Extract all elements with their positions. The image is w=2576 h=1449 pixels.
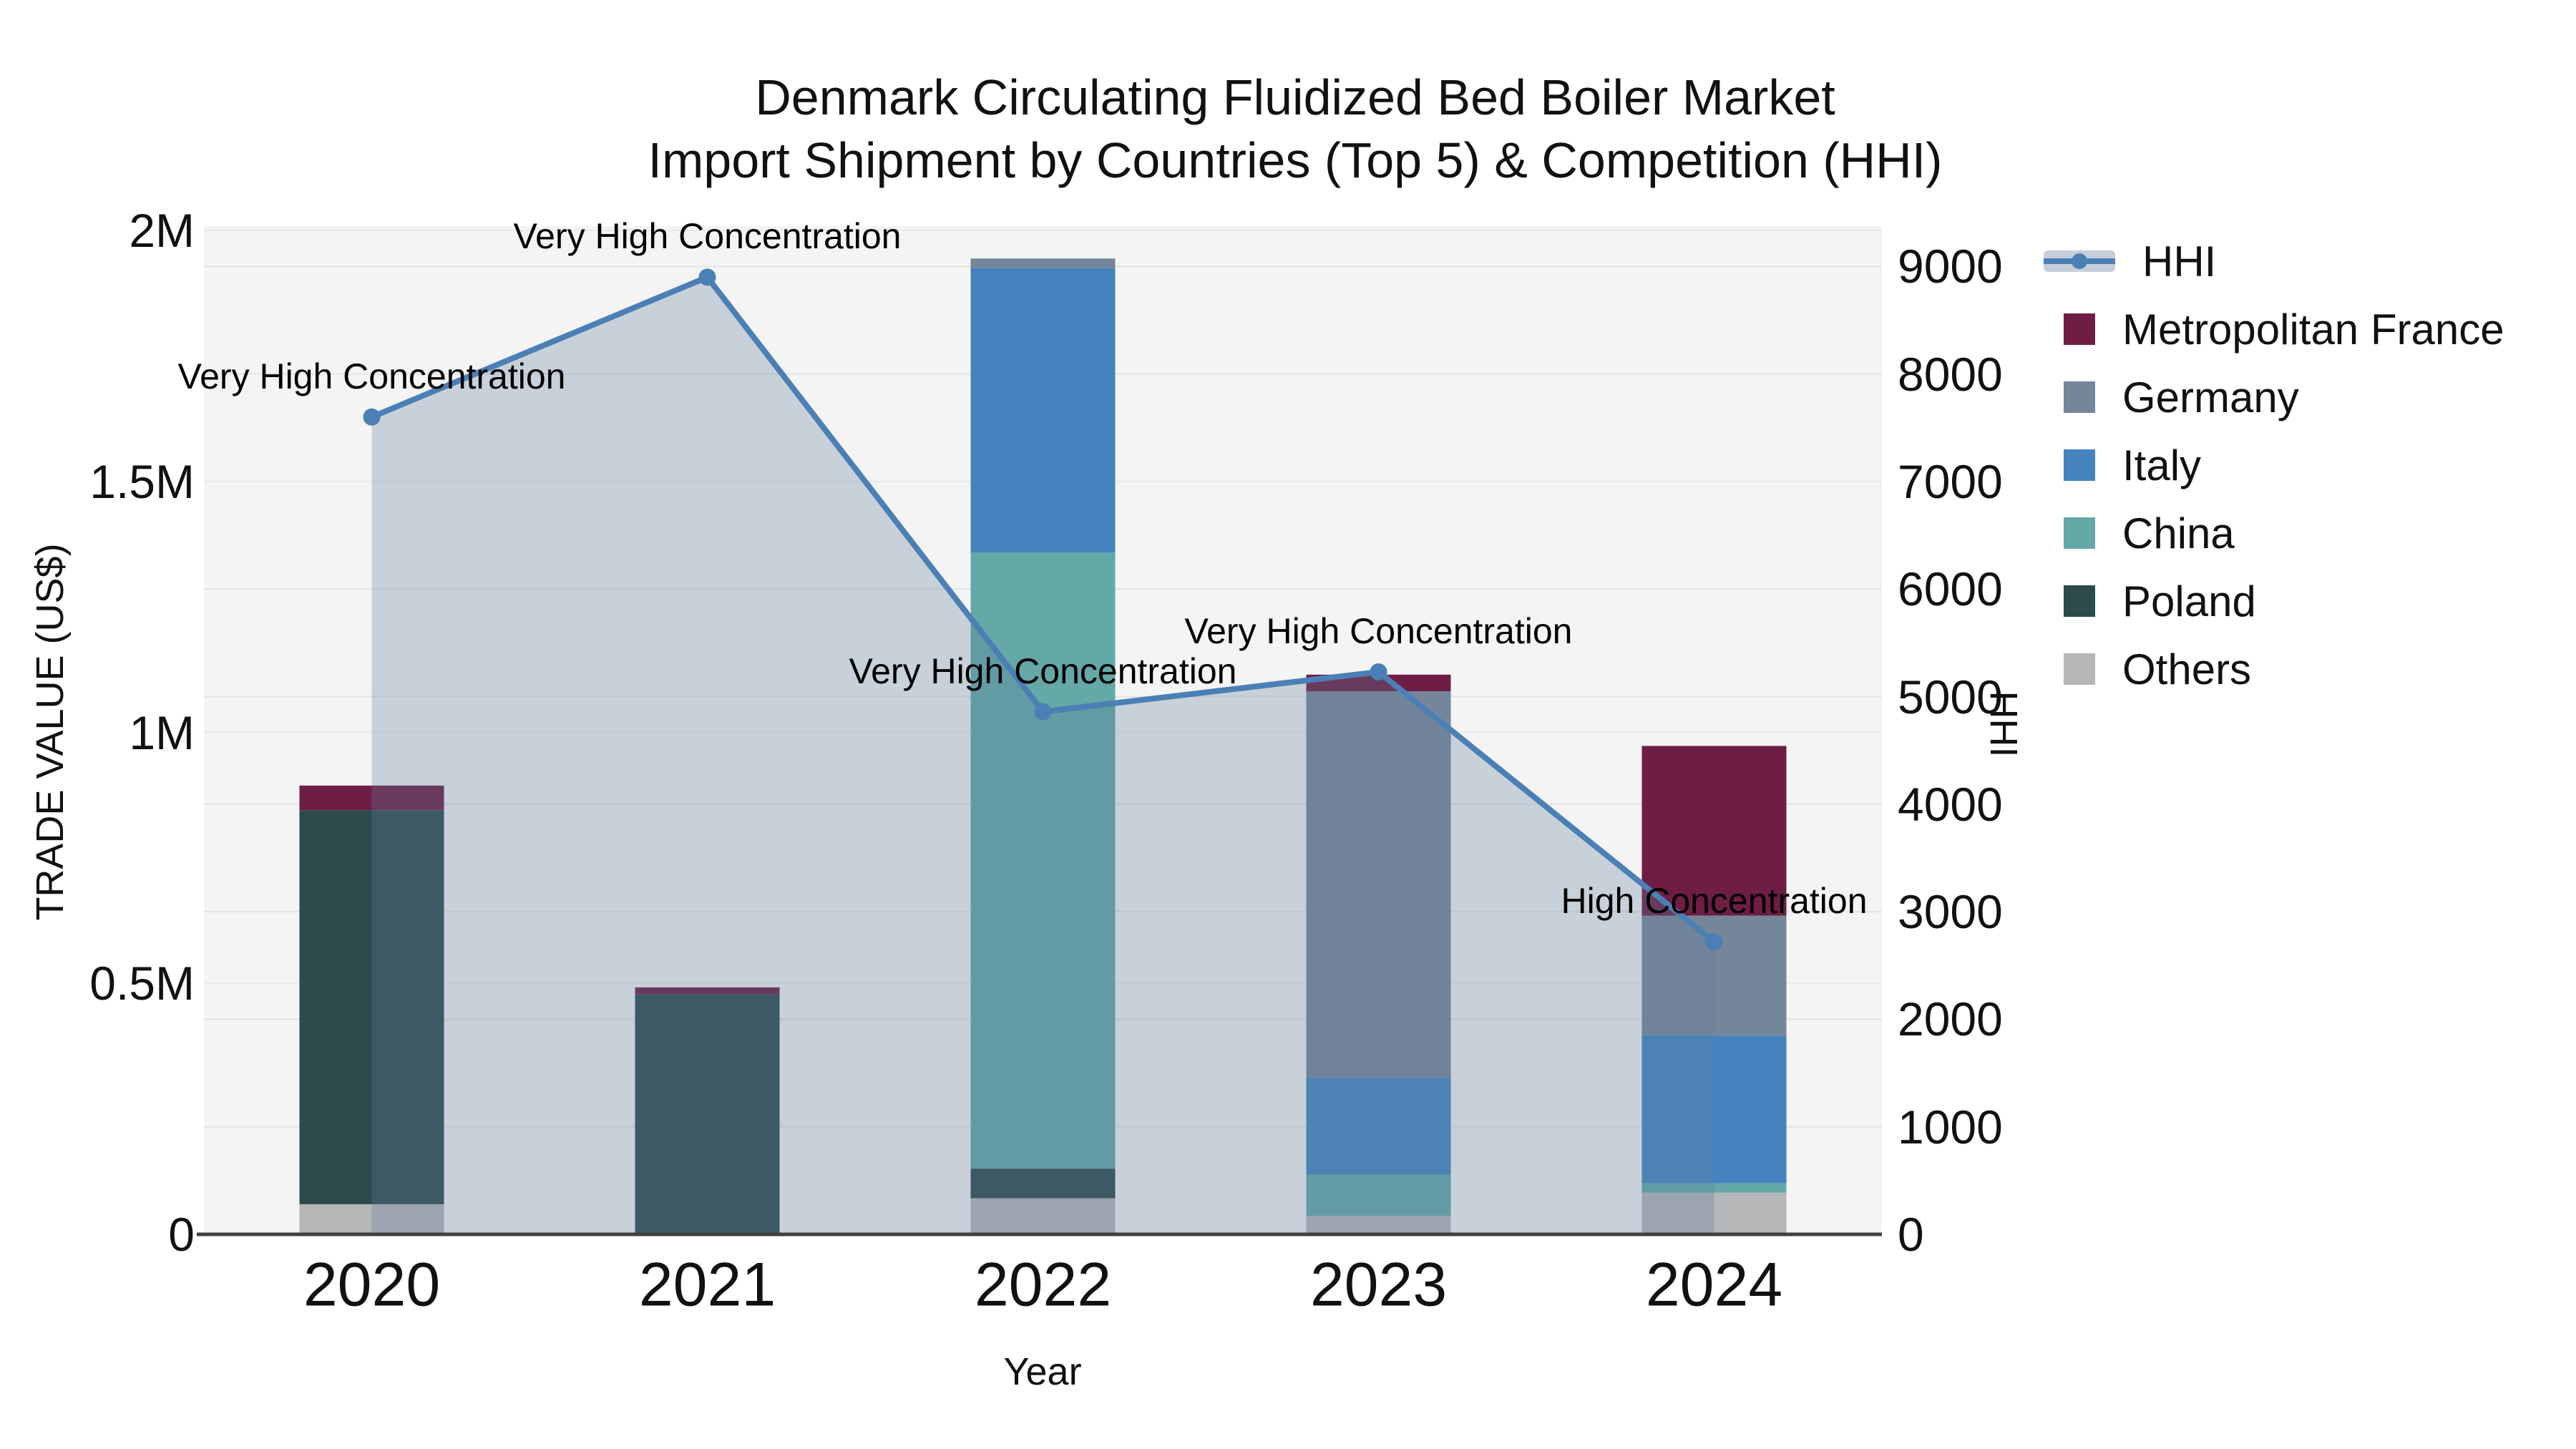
- bar-segment-poland-2022[interactable]: [970, 1169, 1116, 1199]
- hhi-marker-2021[interactable]: [698, 268, 716, 286]
- legend-item-china[interactable]: China: [2044, 508, 2235, 558]
- y-axis-left-title: TRADE VALUE (US$): [29, 543, 72, 921]
- chart-title-line1: Denmark Circulating Fluidized Bed Boiler…: [755, 69, 1835, 125]
- legend-label: Germany: [2122, 373, 2299, 421]
- color-swatch: [2064, 313, 2095, 345]
- annotation-2023: Very High Concentration: [1184, 610, 1573, 651]
- legend-label: HHI: [2142, 237, 2217, 286]
- bar-segment-poland-2020[interactable]: [299, 810, 444, 1204]
- y-axis-right-title: HHI: [1982, 691, 2025, 758]
- x-tick-2024: 2024: [1645, 1250, 1783, 1319]
- x-axis-title: Year: [1003, 1350, 1082, 1393]
- hhi-marker-2024[interactable]: [1705, 933, 1723, 951]
- chart-title: Denmark Circulating Fluidized Bed Boiler…: [0, 66, 2576, 192]
- bar-segment-germany-2022[interactable]: [970, 258, 1116, 268]
- y-left-tick-1.5M: 1.5M: [89, 454, 195, 508]
- bar-segment-poland-2021[interactable]: [635, 994, 780, 1234]
- legend-item-metropolitan-france[interactable]: Metropolitan France: [2044, 304, 2504, 354]
- bar-segment-germany-2023[interactable]: [1306, 691, 1451, 1078]
- legend-item-hhi[interactable]: HHI: [2044, 236, 2216, 286]
- x-tick-2023: 2023: [1309, 1250, 1448, 1319]
- y-left-tick-0.5M: 0.5M: [89, 957, 195, 1010]
- y-right-tick-0: 0: [1898, 1208, 1924, 1261]
- y-right-tick-4000: 4000: [1898, 777, 2003, 831]
- legend-item-poland[interactable]: Poland: [2044, 576, 2256, 626]
- y-left-tick-1M: 1M: [129, 706, 195, 759]
- bar-segment-metropolitan-france-2024[interactable]: [1641, 746, 1787, 916]
- annotation-2022: Very High Concentration: [849, 650, 1237, 691]
- y-right-tick-5000: 5000: [1898, 670, 2003, 723]
- hhi-marker-swatch: [2072, 253, 2087, 269]
- legend-item-others[interactable]: Others: [2044, 644, 2251, 694]
- bar-segment-metropolitan-france-2020[interactable]: [299, 785, 444, 811]
- y-right-tick-8000: 8000: [1898, 347, 2003, 401]
- annotation-2024: High Concentration: [1561, 881, 1868, 922]
- color-swatch: [2064, 653, 2095, 685]
- legend-item-italy[interactable]: Italy: [2044, 440, 2201, 490]
- y-right-tick-2000: 2000: [1898, 992, 2003, 1046]
- bar-segment-italy-2023[interactable]: [1306, 1078, 1451, 1175]
- y-right-tick-7000: 7000: [1898, 454, 2003, 508]
- x-tick-2021: 2021: [638, 1250, 776, 1319]
- y-left-tick-2M: 2M: [129, 204, 195, 257]
- color-swatch: [2064, 381, 2095, 413]
- x-tick-2022: 2022: [974, 1250, 1112, 1319]
- y-right-tick-3000: 3000: [1898, 885, 2003, 939]
- y-right-tick-1000: 1000: [1898, 1100, 2003, 1153]
- legend-item-germany[interactable]: Germany: [2044, 372, 2299, 422]
- annotation-2020: Very High Concentration: [177, 356, 566, 396]
- bar-segment-others-2024[interactable]: [1641, 1192, 1787, 1234]
- legend-label: China: [2122, 509, 2235, 557]
- y-right-tick-9000: 9000: [1898, 240, 2003, 293]
- color-swatch: [2064, 585, 2095, 617]
- bar-segment-metropolitan-france-2021[interactable]: [635, 987, 780, 995]
- color-swatch: [2064, 449, 2095, 481]
- legend-label: Others: [2122, 645, 2252, 693]
- bar-segment-others-2020[interactable]: [299, 1204, 444, 1234]
- bar-segment-italy-2024[interactable]: [1641, 1035, 1787, 1184]
- y-left-tick-0: 0: [168, 1208, 195, 1261]
- color-swatch: [2064, 517, 2095, 549]
- bar-segment-china-2022[interactable]: [970, 552, 1116, 1169]
- bar-segment-china-2024[interactable]: [1641, 1183, 1787, 1193]
- bar-segment-others-2022[interactable]: [970, 1198, 1116, 1234]
- hhi-marker-2023[interactable]: [1370, 663, 1387, 680]
- hhi-line-legend-symbol: [2044, 245, 2115, 277]
- bar-segment-others-2023[interactable]: [1306, 1216, 1451, 1234]
- hhi-marker-2022[interactable]: [1034, 703, 1052, 721]
- legend-label: Metropolitan France: [2122, 305, 2504, 353]
- legend-label: Poland: [2122, 577, 2256, 625]
- hhi-area-fill: [371, 277, 1714, 1234]
- y-right-tick-6000: 6000: [1898, 562, 2003, 616]
- chart-title-line2: Import Shipment by Countries (Top 5) & C…: [648, 132, 1943, 188]
- x-tick-2020: 2020: [303, 1250, 441, 1319]
- bar-segment-china-2023[interactable]: [1306, 1174, 1451, 1216]
- bar-segment-italy-2022[interactable]: [970, 268, 1116, 553]
- annotation-2021: Very High Concentration: [513, 216, 902, 257]
- hhi-marker-2020[interactable]: [363, 408, 381, 426]
- legend-label: Italy: [2122, 441, 2202, 489]
